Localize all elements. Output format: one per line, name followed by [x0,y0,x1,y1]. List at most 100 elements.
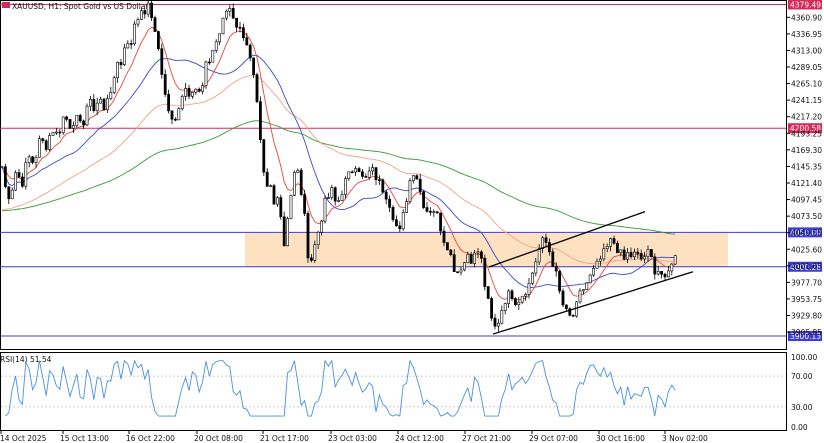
candle-body [218,33,222,43]
candle-body [10,189,14,200]
candle-body [598,258,602,262]
candle-body [248,44,252,59]
candle-body [585,282,589,290]
candle-body [313,244,317,261]
candle-body [204,61,208,86]
candle-body [629,252,633,258]
candle-body [490,298,494,319]
candle-body [201,85,205,92]
candle-body [384,191,388,200]
candle-body [231,8,235,19]
candle-body [350,171,354,174]
candle-body [160,48,164,75]
candle-body [656,271,660,275]
candle-body [296,169,300,173]
price-level-tag [788,331,822,342]
sma-mid-line [1,54,676,288]
candle-body [126,43,130,49]
candle-body [34,156,38,163]
candle-body [486,286,490,299]
candle-body [245,37,249,46]
rsi-line [5,359,676,417]
candle-body [163,74,167,95]
candle-body [381,179,385,193]
candle-body [473,252,477,264]
symbol-icon [2,2,10,8]
candle-body [0,166,4,169]
candle-body [320,220,324,233]
y-tick-label: 4121.40 [791,179,822,188]
candle-body [316,231,320,245]
candle-body [364,176,368,178]
candle-body [374,167,378,180]
candle-body [466,254,470,263]
rsi-label: RSI(14) 51.54 [0,355,52,364]
candle-body [140,10,143,20]
candle-body [7,186,11,200]
candle-body [299,169,303,195]
candle-body [391,207,395,221]
candle-body [673,255,677,265]
candle-body [415,175,419,180]
candle-body [405,201,409,213]
candle-body [534,261,538,274]
price-level-label: 4379.49 [790,0,821,9]
rsi-tick-label: 100.00 [791,353,817,362]
y-tick-label: 4073.50 [791,212,822,221]
candle-body [78,115,82,122]
candle-body [418,178,422,192]
x-tick-label: 14 Oct 2025 [0,434,47,443]
candle-body [442,230,446,243]
candle-body [646,249,650,257]
candle-body [51,132,55,136]
y-tick-label: 4193.25 [791,129,822,138]
candle-body [605,245,609,250]
candle-body [469,254,473,264]
candle-body [208,61,211,64]
candle-body [422,191,426,208]
candle-body [279,197,283,218]
candle-body [456,271,460,273]
candle-body [636,251,640,254]
ema-fast-line [1,26,676,301]
candle-body [660,271,664,275]
price-level-tag [788,0,822,10]
candle-body [354,168,358,173]
candle-body [408,180,412,202]
candle-body [517,301,521,305]
candle-body [459,269,463,273]
candle-body [99,98,103,104]
candle-body [214,41,218,51]
candle-body [187,87,191,97]
y-tick-label: 3953.75 [791,295,822,304]
price-panel [0,0,787,350]
price-level-tag [788,261,822,272]
candle-body [58,131,62,134]
candle-body [252,57,256,75]
candle-body [343,178,347,195]
candle-body [602,248,606,260]
candle-body [306,213,310,259]
channel-lower-line [492,271,694,335]
candle-body [445,242,449,251]
candle-body [106,98,109,110]
candle-body [537,248,541,263]
candle-body [388,198,392,208]
candle-body [136,19,140,25]
candle-body [292,172,296,196]
candle-body [564,304,568,309]
chart-title: XAUUSD, H1: Spot Gold vs US Dollar [12,2,149,11]
y-tick-label: 4097.45 [791,196,822,205]
candle-body [367,170,371,178]
y-tick-label: 4025.60 [791,245,822,254]
candle-body [411,175,415,181]
price-level-tag [788,227,822,238]
candle-body [303,194,307,214]
candle-body [48,135,52,150]
candle-body [68,119,72,129]
candle-body [170,110,174,120]
y-tick-label: 4336.95 [791,30,822,39]
candle-body [89,99,92,107]
candle-body [632,251,636,258]
candle-body [527,282,531,295]
